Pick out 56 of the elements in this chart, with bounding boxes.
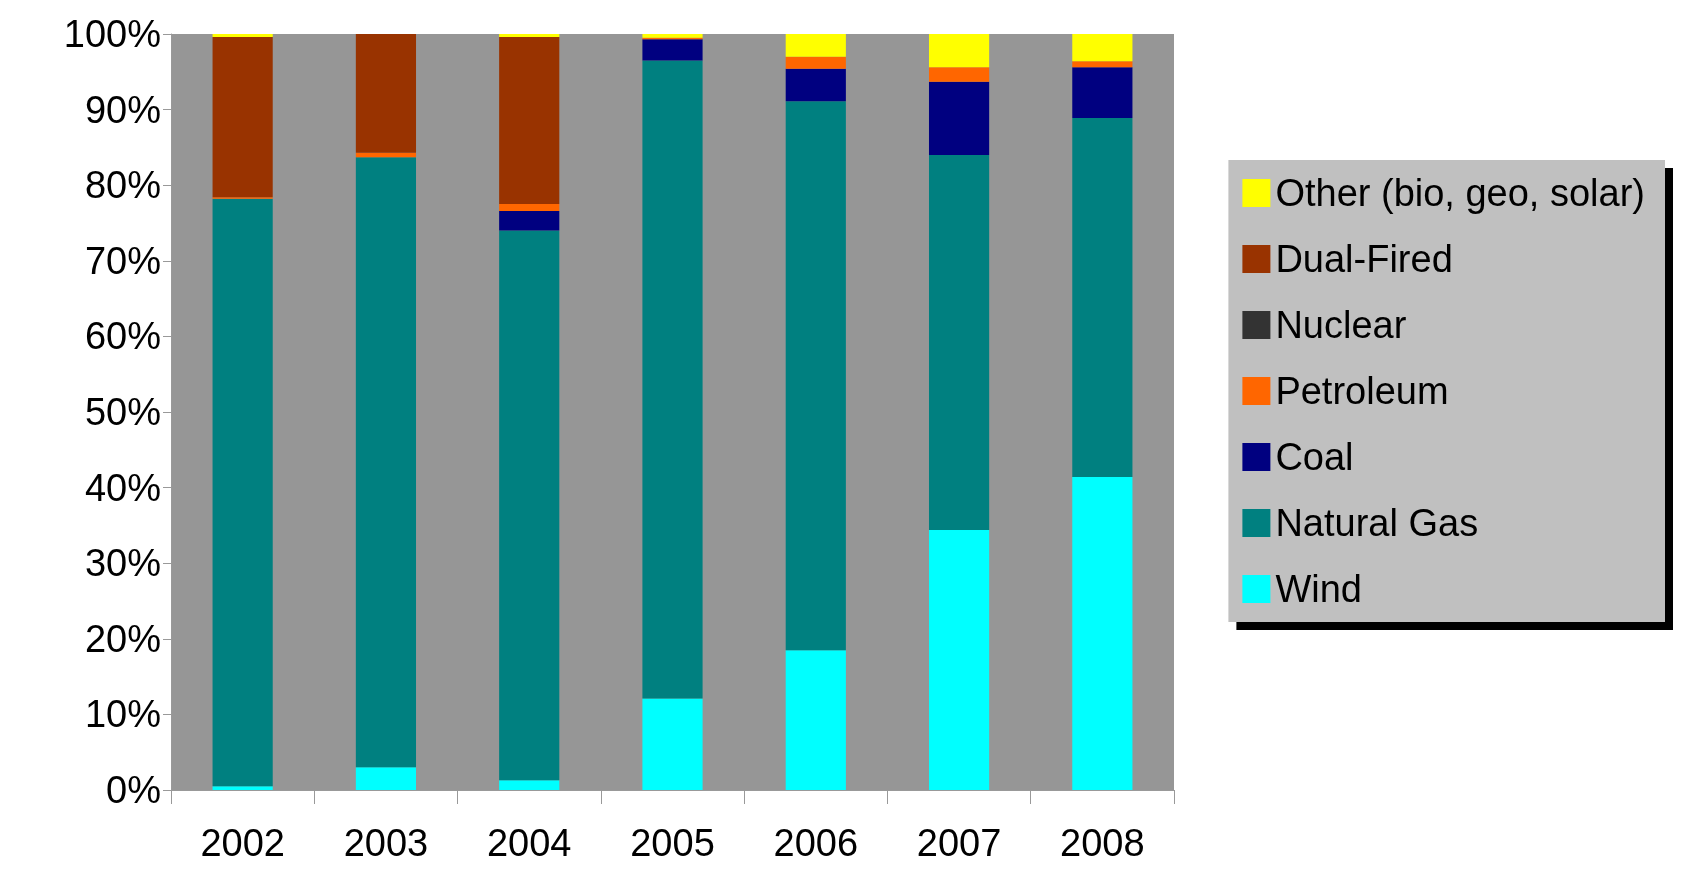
bar xyxy=(1072,67,1133,118)
bar xyxy=(785,34,846,57)
legend-label: Natural Gas xyxy=(1275,502,1479,544)
y-tick-label: 40% xyxy=(84,466,161,509)
legend-label: Wind xyxy=(1275,568,1362,610)
bar xyxy=(499,34,560,38)
bar xyxy=(642,60,703,699)
bar xyxy=(785,101,846,651)
y-tick-label: 70% xyxy=(84,239,161,282)
y-tick-label: 0% xyxy=(106,769,161,811)
bar xyxy=(499,37,560,205)
x-tick-label: 2004 xyxy=(486,822,572,864)
bar xyxy=(499,230,560,781)
bar xyxy=(212,37,273,198)
bar xyxy=(212,198,273,787)
y-tick-label: 50% xyxy=(84,391,161,433)
legend-label: Coal xyxy=(1275,436,1354,478)
bar xyxy=(355,767,417,790)
bar xyxy=(928,154,990,530)
bar xyxy=(785,650,846,790)
x-tick-label: 2005 xyxy=(630,822,715,864)
bar xyxy=(928,67,990,82)
y-tick-label: 80% xyxy=(84,164,161,207)
bar xyxy=(1072,477,1133,790)
bar xyxy=(928,34,990,68)
bar xyxy=(355,157,417,768)
x-tick-label: 2006 xyxy=(773,822,859,864)
x-tick-label: 2002 xyxy=(200,822,285,864)
y-tick-label: 30% xyxy=(84,542,161,585)
legend-label: Other (bio, geo, solar) xyxy=(1275,172,1645,214)
x-tick-label: 2008 xyxy=(1060,822,1145,864)
bar xyxy=(928,81,990,155)
legend-label: Petroleum xyxy=(1275,370,1449,412)
bar xyxy=(212,34,273,38)
y-tick-label: 60% xyxy=(84,315,161,358)
bar xyxy=(785,56,846,69)
bar xyxy=(642,698,703,790)
y-tick-label: 10% xyxy=(84,693,161,736)
legend-label: Nuclear xyxy=(1275,304,1407,346)
bar xyxy=(499,780,560,790)
bar xyxy=(212,786,273,790)
x-tick-label: 2003 xyxy=(343,822,429,864)
legend-label: Dual-Fired xyxy=(1275,238,1453,280)
y-tick-label: 100% xyxy=(63,13,161,55)
bar xyxy=(1072,117,1133,478)
y-tick-label: 20% xyxy=(84,617,161,660)
bar xyxy=(928,529,990,790)
bar xyxy=(785,68,846,102)
y-tick-label: 90% xyxy=(84,88,161,131)
x-tick-label: 2007 xyxy=(916,822,1002,864)
bar xyxy=(1072,34,1133,62)
bar xyxy=(1072,61,1133,68)
bar xyxy=(355,34,417,153)
bar xyxy=(642,39,703,61)
bar xyxy=(499,204,560,211)
bar xyxy=(499,210,560,231)
